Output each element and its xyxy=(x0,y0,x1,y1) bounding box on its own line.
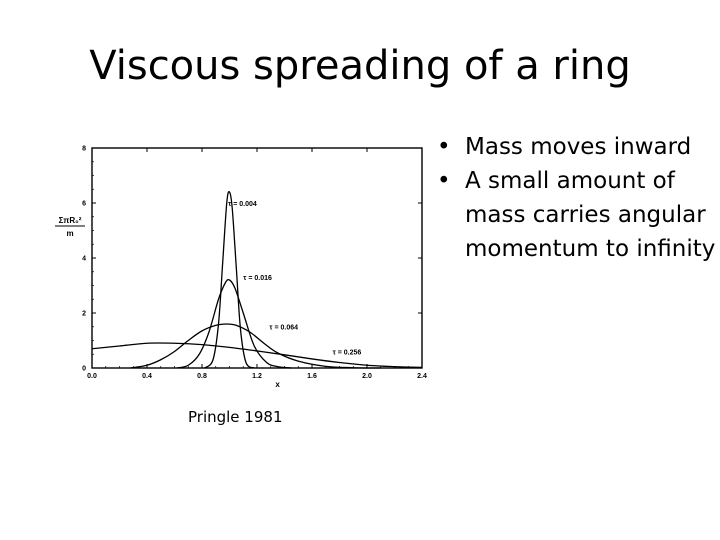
y-tick-label: 0 xyxy=(82,366,86,373)
x-tick-label: 1.2 xyxy=(252,373,262,380)
x-axis-label: x xyxy=(275,380,280,389)
bullet-list: Mass moves inward A small amount of mass… xyxy=(437,130,720,266)
x-tick-label: 1.6 xyxy=(307,373,317,380)
bullet-item: A small amount of mass carries angular m… xyxy=(437,164,720,266)
plot-frame xyxy=(91,147,423,369)
chart-container: 0.0 0.4 0.8 1.2 1.6 2.0 2.4 0 2 4 6 8 x ΣπR₀² m τ = 0.… xyxy=(0,130,440,400)
series-label-0: τ = 0.004 xyxy=(228,201,257,208)
y-tick-label: 4 xyxy=(82,256,86,263)
bullet-item: Mass moves inward xyxy=(437,130,720,164)
series-line-2 xyxy=(130,323,381,369)
x-tick-label: 0.8 xyxy=(197,373,207,380)
y-tick-label: 8 xyxy=(82,146,86,153)
x-tick-label: 0.0 xyxy=(87,373,97,380)
chart-curves xyxy=(91,191,423,369)
x-tick-label: 0.4 xyxy=(142,373,152,380)
x-tick-label: 2.4 xyxy=(417,373,427,380)
y-axis-label-numerator: ΣπR₀² xyxy=(59,216,82,225)
series-label-2: τ = 0.064 xyxy=(269,325,298,332)
series-line-0 xyxy=(204,191,255,369)
y-axis-label-denominator: m xyxy=(66,229,73,238)
series-line-3 xyxy=(91,342,423,369)
viscous-spreading-chart: 0.0 0.4 0.8 1.2 1.6 2.0 2.4 0 2 4 6 8 x ΣπR₀² m τ = 0.… xyxy=(55,146,427,389)
x-tick-label: 2.0 xyxy=(362,373,372,380)
series-label-1: τ = 0.016 xyxy=(243,275,272,282)
y-tick-label: 6 xyxy=(82,201,86,208)
figure-caption: Pringle 1981 xyxy=(188,408,283,426)
y-tick-label: 2 xyxy=(82,311,86,318)
chart-frame xyxy=(91,147,423,369)
series-line-1 xyxy=(177,278,292,369)
slide-title: Viscous spreading of a ring xyxy=(89,43,631,89)
series-label-3: τ = 0.256 xyxy=(333,349,362,356)
chart-labels: x ΣπR₀² m τ = 0.004 τ = 0.016 τ = 0.064 τ = 0.… xyxy=(55,201,361,389)
